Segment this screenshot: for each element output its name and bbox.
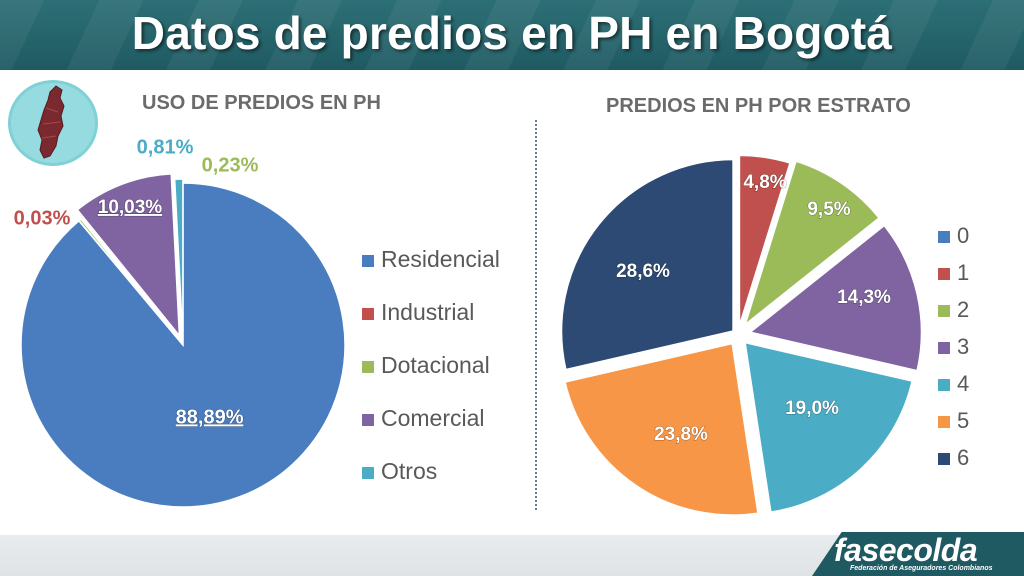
- bogota-map-icon: [8, 80, 98, 166]
- estrato-data-label-5: 23,8%: [654, 424, 708, 445]
- estrato-legend-label-6: 6: [957, 445, 969, 470]
- uso-legend-swatch-comercial: [362, 414, 374, 426]
- estrato-legend-swatch-3: [938, 342, 950, 354]
- chart-title-estrato: PREDIOS EN PH POR ESTRATO: [606, 95, 911, 117]
- estrato-slice-6: [560, 158, 735, 372]
- estrato-legend-swatch-0: [938, 231, 950, 243]
- estrato-legend-swatch-5: [938, 416, 950, 428]
- estrato-legend-label-3: 3: [957, 334, 969, 359]
- page-title: Datos de predios en PH en Bogotá: [131, 7, 893, 59]
- estrato-legend-label-2: 2: [957, 297, 969, 322]
- uso-data-label-industrial: 0,03%: [14, 207, 71, 229]
- estrato-legend-swatch-2: [938, 305, 950, 317]
- header-banner: Datos de predios en PH en Bogotá: [0, 0, 1024, 70]
- estrato-slice-1: [738, 154, 792, 328]
- estrato-data-label-2: 9,5%: [807, 199, 850, 220]
- estrato-data-label-4: 19,0%: [785, 398, 839, 419]
- estrato-legend-label-1: 1: [957, 260, 969, 285]
- uso-legend-swatch-industrial: [362, 308, 374, 320]
- estrato-slice-3: [747, 223, 923, 373]
- estrato-data-label-3: 14,3%: [837, 287, 891, 308]
- uso-legend-swatch-residencial: [362, 255, 374, 267]
- uso-data-label-comercial: 10,03%: [98, 197, 163, 218]
- uso-legend-swatch-otros: [362, 467, 374, 479]
- fasecolda-logo: [812, 532, 1024, 576]
- chart-title-uso: USO DE PREDIOS EN PH: [142, 92, 381, 114]
- banner-pattern: [0, 0, 1024, 70]
- estrato-legend-label-4: 4: [957, 371, 969, 396]
- uso-data-label-residencial: 88,89%: [176, 406, 244, 428]
- estrato-legend-label-5: 5: [957, 408, 969, 433]
- uso-legend-swatch-dotacional: [362, 361, 374, 373]
- uso-slice-otros: [173, 178, 184, 342]
- charts-divider: [535, 120, 537, 510]
- uso-data-label-dotacional: 0,23%: [202, 154, 259, 176]
- uso-legend-label-industrial: Industrial: [381, 299, 474, 325]
- uso-slice-dotacional: [78, 218, 184, 346]
- estrato-legend-swatch-6: [938, 453, 950, 465]
- estrato-slice-2: [742, 159, 881, 328]
- estrato-legend-swatch-4: [938, 379, 950, 391]
- estrato-slice-5: [563, 342, 760, 517]
- estrato-legend-swatch-1: [938, 268, 950, 280]
- estrato-data-label-6: 28,6%: [616, 261, 670, 282]
- logo-subtitle: Federación de Aseguradores Colombianos: [850, 565, 993, 572]
- estrato-legend-label-0: 0: [957, 223, 969, 248]
- uso-legend-label-otros: Otros: [381, 458, 437, 484]
- estrato-slice-4: [743, 341, 914, 514]
- uso-data-label-otros: 0,81%: [137, 136, 194, 158]
- logo-name: fasecolda: [834, 532, 978, 568]
- uso-legend-label-comercial: Comercial: [381, 405, 485, 431]
- uso-legend-label-residencial: Residencial: [381, 246, 500, 272]
- uso-legend-label-dotacional: Dotacional: [381, 352, 490, 378]
- uso-slice-comercial: [76, 173, 181, 338]
- estrato-data-label-1: 4,8%: [743, 172, 786, 193]
